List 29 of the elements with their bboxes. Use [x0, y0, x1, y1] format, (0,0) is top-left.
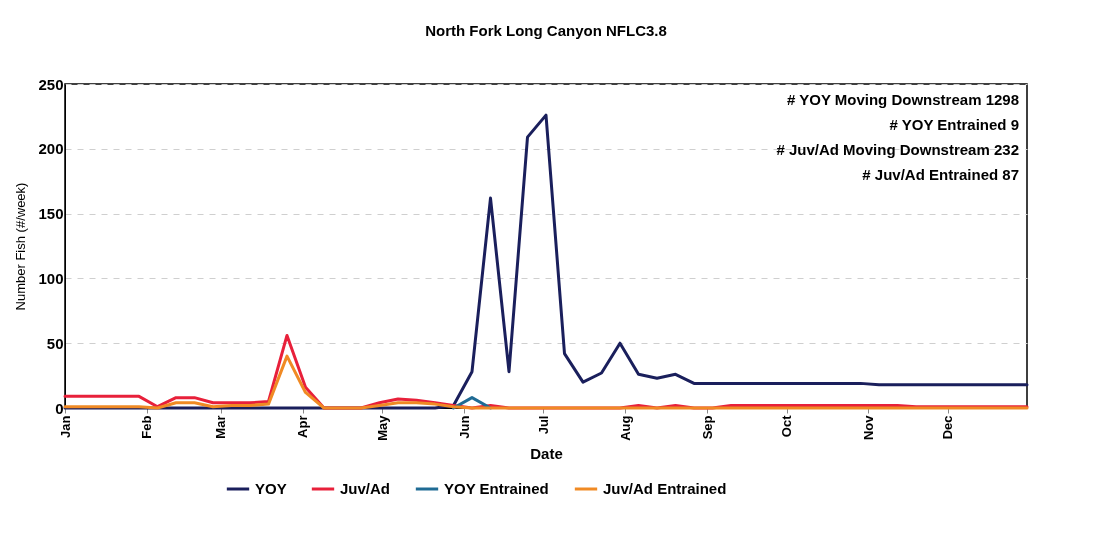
y-tick-label: 50 — [46, 334, 64, 352]
x-tick-label: Jul — [535, 415, 551, 435]
x-tick-label: Jan — [57, 415, 73, 438]
x-tick-label: Feb — [139, 415, 155, 439]
annotation: # YOY Entrained 9 — [889, 116, 1019, 133]
x-tick-label: Dec — [940, 415, 956, 440]
y-tick-label: 150 — [38, 205, 64, 223]
annotation: # Juv/Ad Entrained 87 — [862, 166, 1019, 183]
x-tick-label: Mar — [213, 415, 229, 439]
x-tick-label: Aug — [617, 415, 633, 441]
legend-label: YOY Entrained — [444, 480, 549, 497]
x-tick-label: Sep — [699, 415, 715, 440]
y-axis-title: Number Fish (#/week) — [13, 182, 29, 311]
x-tick-label: Apr — [295, 415, 311, 438]
y-tick-label: 0 — [55, 399, 64, 417]
legend-label: Juv/Ad — [340, 480, 391, 497]
chart-title: North Fork Long Canyon NFLC3.8 — [425, 22, 667, 39]
x-tick-label: Oct — [779, 414, 794, 438]
annotation: # Juv/Ad Moving Downstream 232 — [776, 141, 1019, 158]
x-tick-label: Jun — [456, 415, 472, 439]
legend-label: YOY — [255, 480, 287, 497]
x-tick-label: Nov — [860, 414, 876, 441]
y-tick-label: 200 — [38, 140, 64, 158]
x-tick-label: May — [374, 414, 390, 441]
y-tick-label: 100 — [38, 269, 64, 287]
y-tick-label: 250 — [38, 75, 64, 93]
annotation: # YOY Moving Downstream 1298 — [786, 91, 1019, 108]
legend-label: Juv/Ad Entrained — [603, 480, 727, 497]
x-axis-title: Date — [530, 444, 563, 462]
